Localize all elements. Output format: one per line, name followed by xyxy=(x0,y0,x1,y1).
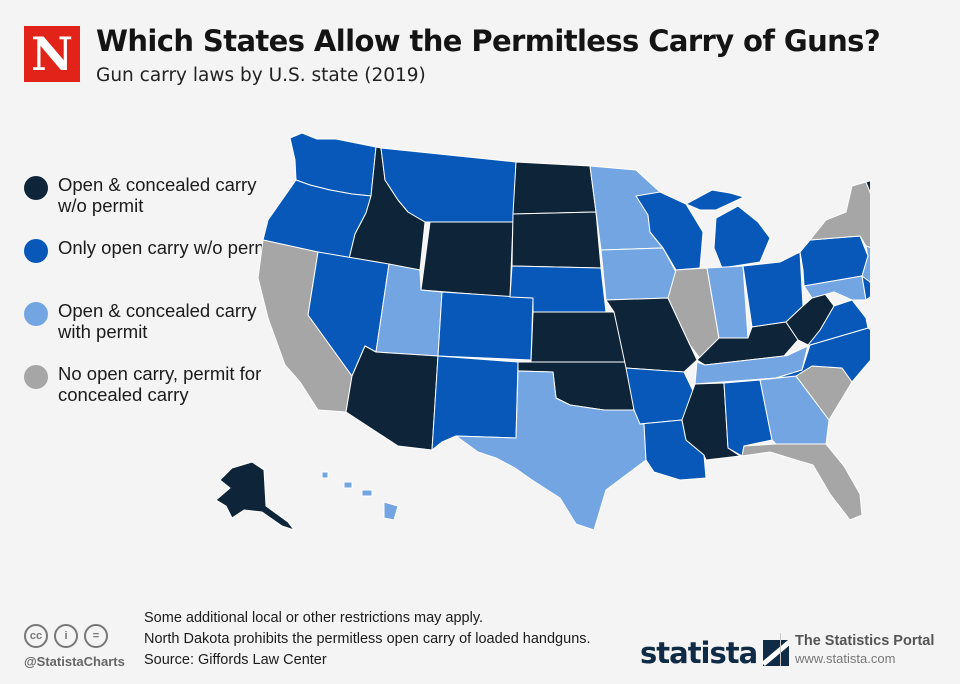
state-WY xyxy=(420,221,514,298)
nd-icon: = xyxy=(84,624,108,648)
legend-swatch xyxy=(24,302,48,326)
legend-swatch xyxy=(24,239,48,263)
social-handle: @StatistaCharts xyxy=(24,654,125,669)
state-ND xyxy=(512,161,597,215)
statista-mark-icon xyxy=(763,640,790,666)
state-VT xyxy=(865,180,870,194)
legend-label: Open & concealed carry w/o permit xyxy=(58,174,257,216)
state-FL xyxy=(741,443,863,521)
note-north-dakota: North Dakota prohibits the permitless op… xyxy=(144,631,591,647)
statista-logo: statista xyxy=(640,636,790,670)
statista-wordmark: statista xyxy=(640,636,758,670)
chart-subtitle: Gun carry laws by U.S. state (2019) xyxy=(96,65,426,86)
by-icon: i xyxy=(54,624,78,648)
chart-title: Which States Allow the Permitless Carry … xyxy=(96,24,881,58)
state-IA xyxy=(600,247,677,301)
license-icons: cc i = xyxy=(24,624,108,648)
cc-icon: cc xyxy=(24,624,48,648)
state-MI xyxy=(685,189,771,269)
state-WV xyxy=(785,289,835,346)
state-KS xyxy=(530,311,628,363)
us-state-map xyxy=(215,132,870,531)
state-CO xyxy=(437,291,534,361)
state-TN xyxy=(694,344,809,385)
state-NJ xyxy=(861,245,870,283)
portal-name: The Statistics Portal xyxy=(795,633,935,649)
state-NM xyxy=(431,355,519,451)
state-AK xyxy=(215,461,295,531)
state-SD xyxy=(511,211,602,269)
state-HI xyxy=(321,471,399,521)
state-TX xyxy=(455,370,647,531)
state-AZ xyxy=(345,345,439,451)
legend-swatch xyxy=(24,365,48,389)
source-note: Source: Giffords Law Center xyxy=(144,652,327,668)
legend-label: Open & concealed carry with permit xyxy=(58,300,257,342)
statistics-portal: The Statistics Portal www.statista.com xyxy=(780,633,934,666)
newsweek-logo: N xyxy=(24,26,80,82)
legend-swatch xyxy=(24,176,48,200)
state-NC xyxy=(775,327,870,383)
legend-label: No open carry, permit for concealed carr… xyxy=(58,363,262,405)
portal-url: www.statista.com xyxy=(795,651,896,666)
legend-label: Only open carry w/o permit xyxy=(58,237,280,258)
note-restrictions: Some additional local or other restricti… xyxy=(144,610,484,626)
state-NY xyxy=(809,181,870,248)
chart-notes: Some additional local or other restricti… xyxy=(144,608,591,671)
